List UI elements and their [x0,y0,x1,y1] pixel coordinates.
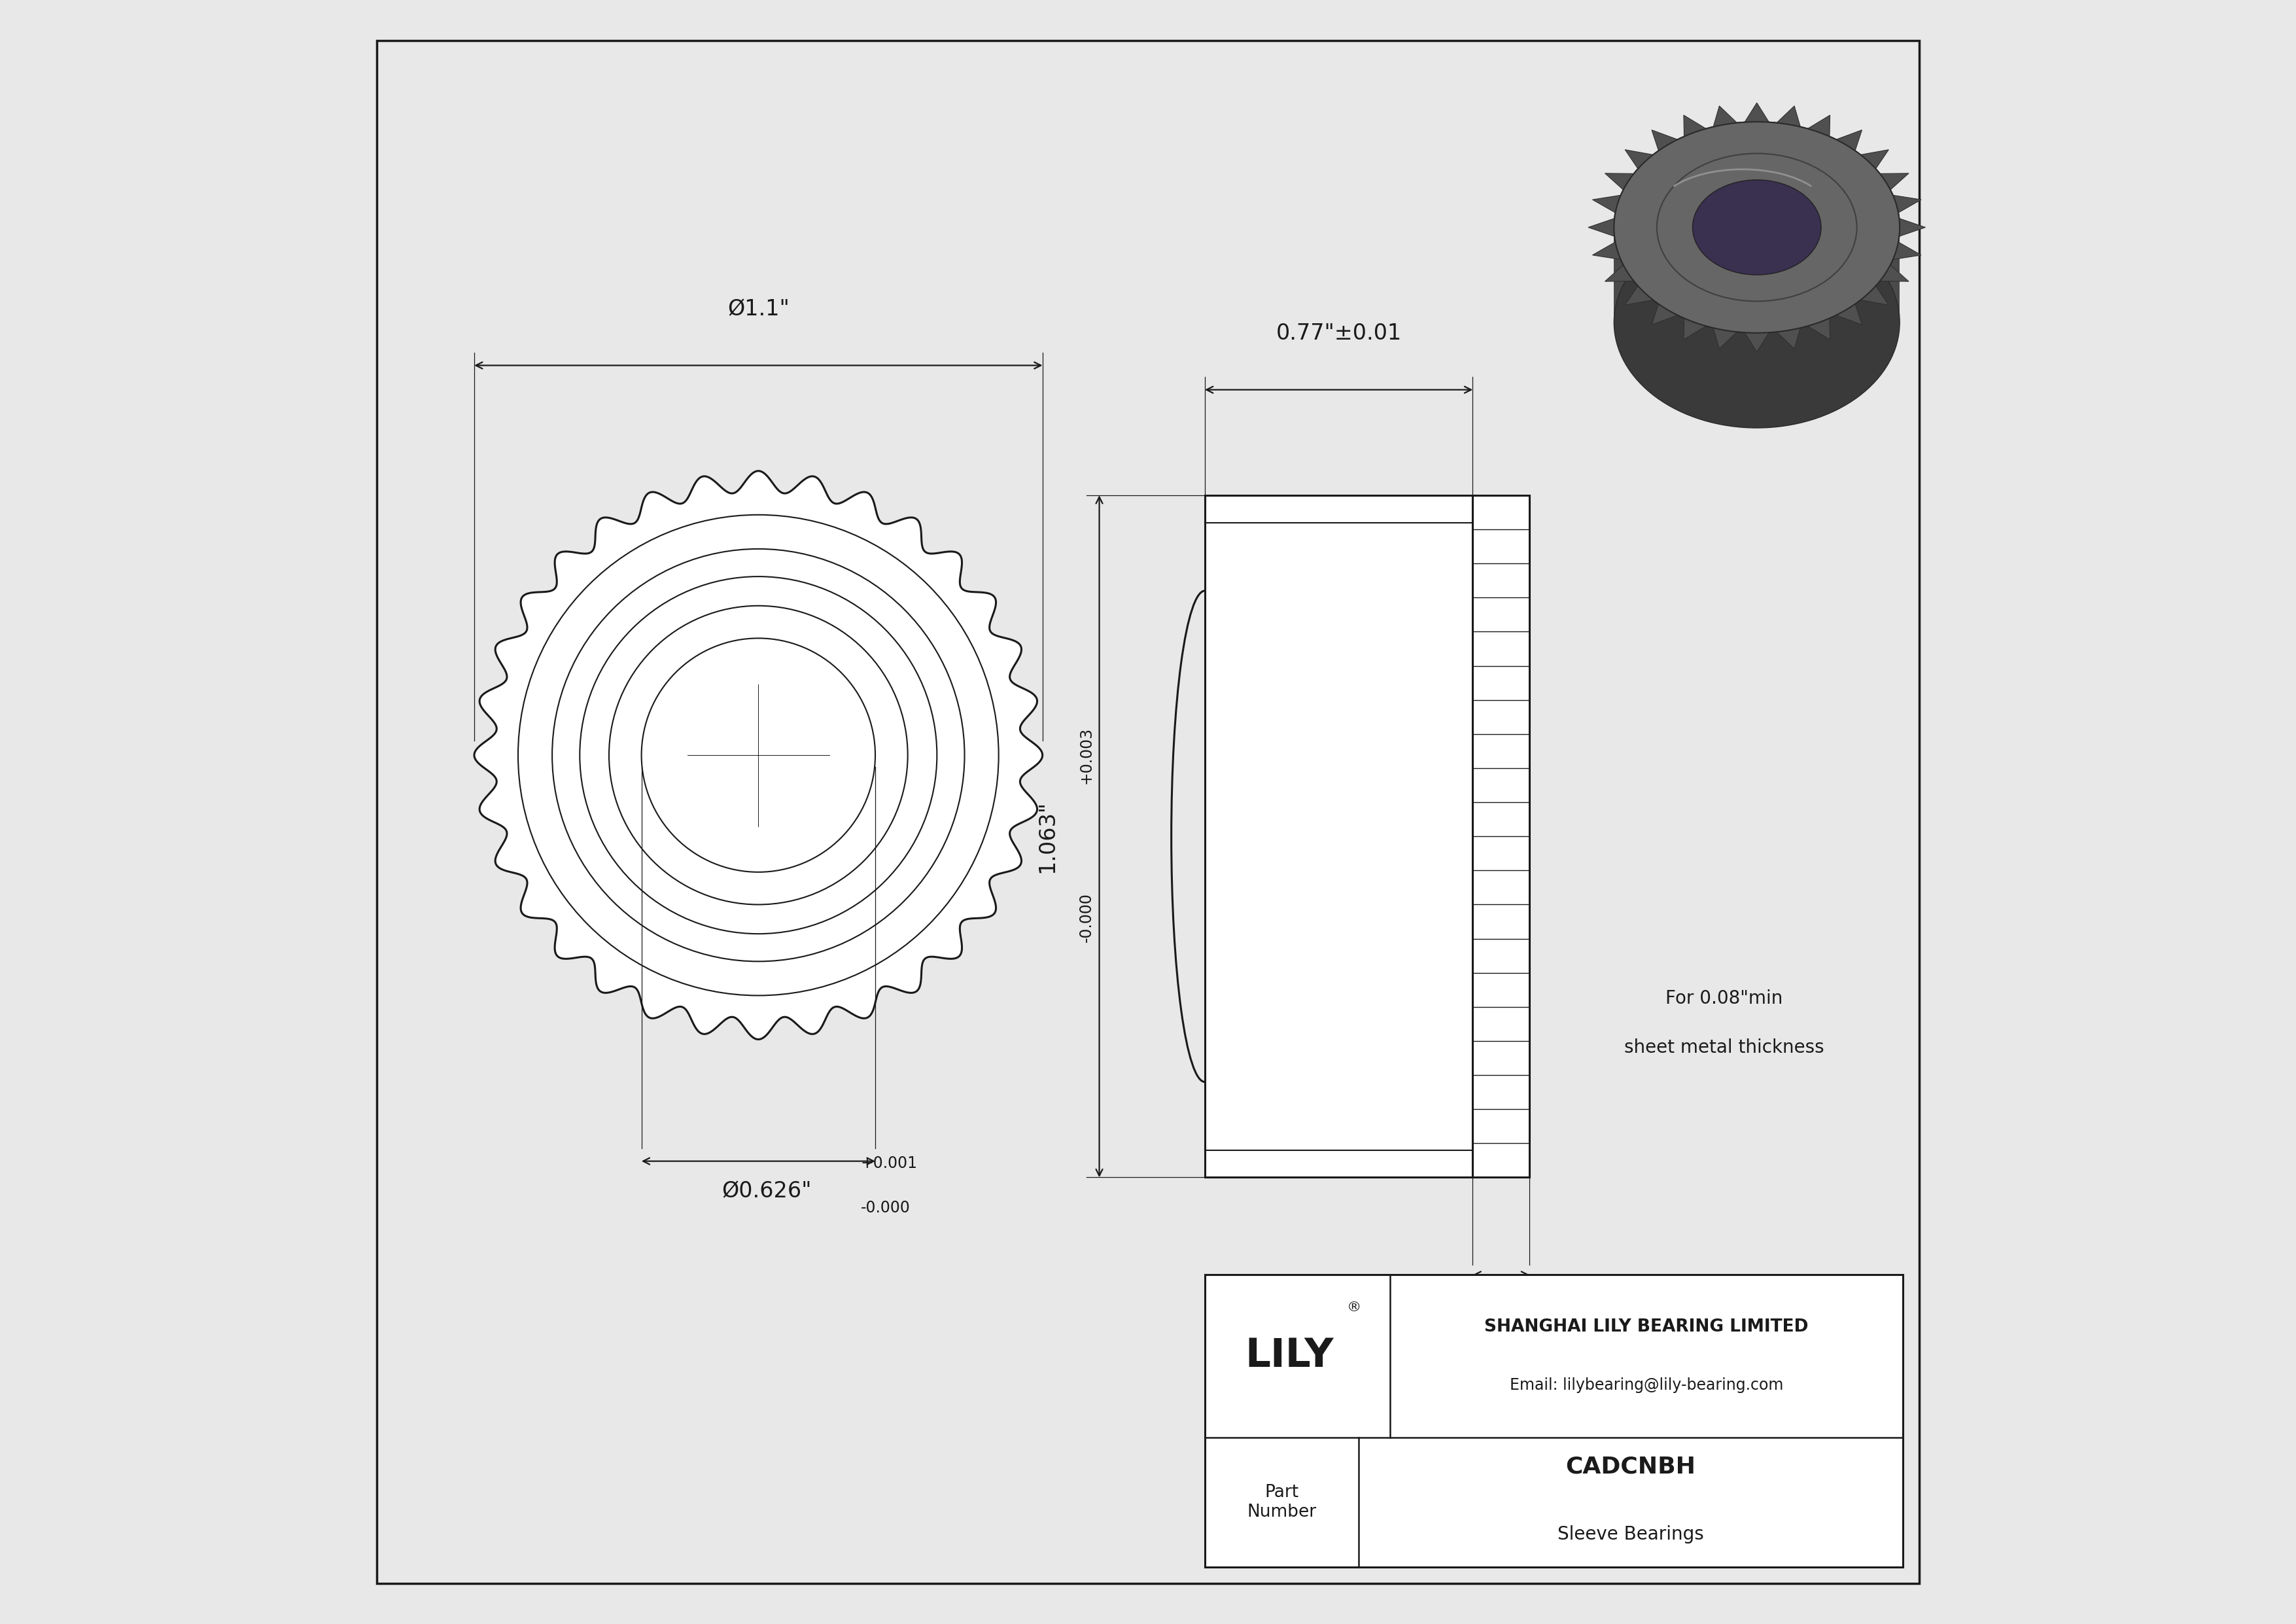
Polygon shape [1899,218,1926,237]
Polygon shape [1605,265,1635,281]
Text: +0.003: +0.003 [1079,726,1095,784]
Text: 0.77"±0.01: 0.77"±0.01 [1277,323,1401,344]
Polygon shape [1837,304,1862,325]
Polygon shape [1880,265,1908,281]
Text: +0.001: +0.001 [861,1155,918,1171]
Polygon shape [1713,328,1738,349]
Circle shape [551,549,964,961]
Ellipse shape [1692,180,1821,274]
Polygon shape [1837,130,1862,151]
Polygon shape [1745,102,1768,122]
Polygon shape [1651,304,1678,325]
Circle shape [641,638,875,872]
Text: For 0.08"min: For 0.08"min [1665,989,1784,1009]
Polygon shape [1683,318,1706,339]
Text: -0.000: -0.000 [861,1200,909,1216]
Polygon shape [1589,218,1614,237]
Polygon shape [1713,106,1738,127]
Polygon shape [1860,149,1890,169]
Text: 1.063": 1.063" [1035,801,1058,872]
Polygon shape [1626,286,1653,305]
Polygon shape [1626,149,1653,169]
Polygon shape [1472,495,1529,1177]
Circle shape [519,515,999,996]
Polygon shape [1860,286,1890,305]
Polygon shape [1892,195,1922,213]
Polygon shape [1807,318,1830,339]
Text: Ø1.1": Ø1.1" [728,299,790,320]
Polygon shape [1745,333,1768,352]
Text: sheet metal thickness: sheet metal thickness [1623,1038,1825,1057]
Polygon shape [1777,106,1800,127]
Polygon shape [1651,130,1678,151]
Polygon shape [475,471,1042,1039]
Polygon shape [1807,115,1830,136]
Text: ®: ® [1348,1301,1362,1314]
Ellipse shape [1614,122,1899,333]
Ellipse shape [1614,122,1899,333]
Text: -0.000: -0.000 [1079,893,1095,942]
Polygon shape [1777,328,1800,349]
Text: Ø0.626": Ø0.626" [721,1181,810,1202]
Polygon shape [1205,1275,1903,1567]
Polygon shape [1892,242,1922,260]
Text: Email: lilybearing@lily-bearing.com: Email: lilybearing@lily-bearing.com [1508,1377,1784,1393]
Text: Sleeve Bearings: Sleeve Bearings [1557,1525,1704,1544]
Text: LILY: LILY [1244,1337,1334,1376]
Polygon shape [1683,115,1706,136]
Circle shape [581,577,937,934]
Polygon shape [1593,242,1621,260]
Polygon shape [1593,195,1621,213]
Circle shape [608,606,907,905]
Text: CADCNBH: CADCNBH [1566,1455,1697,1478]
Text: SHANGHAI LILY BEARING LIMITED: SHANGHAI LILY BEARING LIMITED [1483,1319,1809,1335]
Polygon shape [1205,495,1472,1177]
Ellipse shape [1614,218,1899,429]
Polygon shape [1880,174,1908,190]
Polygon shape [1614,227,1899,323]
Polygon shape [1605,174,1635,190]
Text: Part
Number: Part Number [1247,1484,1316,1520]
